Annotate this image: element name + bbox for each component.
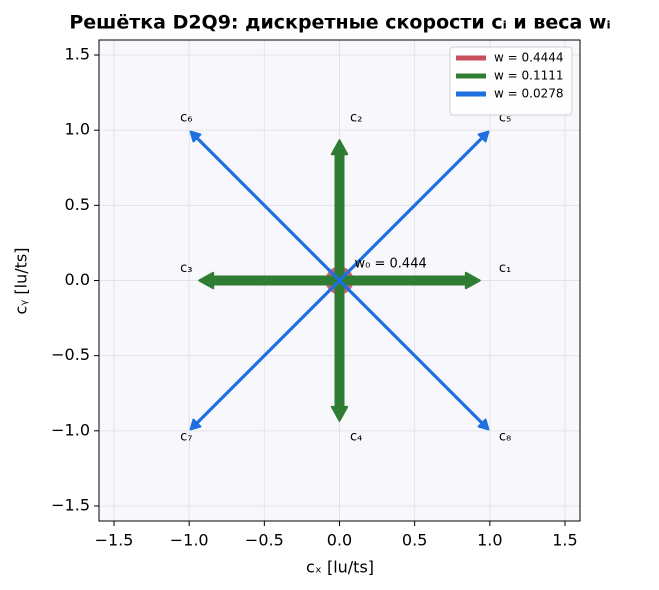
x-tick-label: 1.5 <box>552 531 577 550</box>
velocity-arrow <box>338 135 485 282</box>
arrow-head <box>477 418 490 431</box>
vector-label: c₇ <box>180 429 192 444</box>
y-axis-label: cᵧ [lu/ts] <box>12 248 31 315</box>
arrow-head <box>464 271 481 290</box>
vector-label: c₈ <box>499 429 511 444</box>
arrow-head <box>330 405 349 422</box>
vector-label: c₁ <box>499 261 511 276</box>
x-tick-label: 1.0 <box>477 531 502 550</box>
arrow-head <box>189 130 202 143</box>
velocity-arrow <box>338 279 485 426</box>
marks <box>189 130 490 431</box>
vector-label: c₂ <box>350 111 362 126</box>
y-tick-label: −1.0 <box>51 420 90 439</box>
legend-box <box>449 46 573 116</box>
arrow-head <box>330 139 349 156</box>
x-axis-label: cₓ [lu/ts] <box>306 558 374 577</box>
legend-label: w = 0.0278 <box>494 87 564 101</box>
arrow-head <box>477 130 490 143</box>
legend-label: w = 0.1111 <box>494 69 564 83</box>
legend: w = 0.4444 w = 0.1111 w = 0.0278 <box>449 46 573 116</box>
vector-label: c₄ <box>350 429 362 444</box>
y-tick-label: −1.5 <box>51 495 90 514</box>
y-tick-label: −0.5 <box>51 345 90 364</box>
x-tick-label: −0.5 <box>245 531 284 550</box>
x-tick-label: −1.0 <box>170 531 209 550</box>
arrow-head <box>198 271 215 290</box>
x-tick-label: −1.5 <box>95 531 134 550</box>
annotation: w₀ = 0.444 <box>355 256 427 271</box>
legend-label: w = 0.4444 <box>494 51 564 65</box>
velocity-arrow <box>194 279 341 426</box>
vector-label: c₆ <box>180 111 192 126</box>
velocity-arrow <box>194 135 341 282</box>
vector-label: c₃ <box>180 261 192 276</box>
y-tick-label: 1.0 <box>65 120 90 139</box>
arrow-head <box>189 418 202 431</box>
x-tick-label: 0.0 <box>327 531 352 550</box>
x-tick-label: 0.5 <box>402 531 427 550</box>
y-tick-label: 0.0 <box>65 270 90 289</box>
y-tick-label: 1.5 <box>65 45 90 64</box>
chart-title: Решётка D2Q9: дискретные скорости cᵢ и в… <box>69 12 610 34</box>
y-tick-label: 0.5 <box>65 195 90 214</box>
